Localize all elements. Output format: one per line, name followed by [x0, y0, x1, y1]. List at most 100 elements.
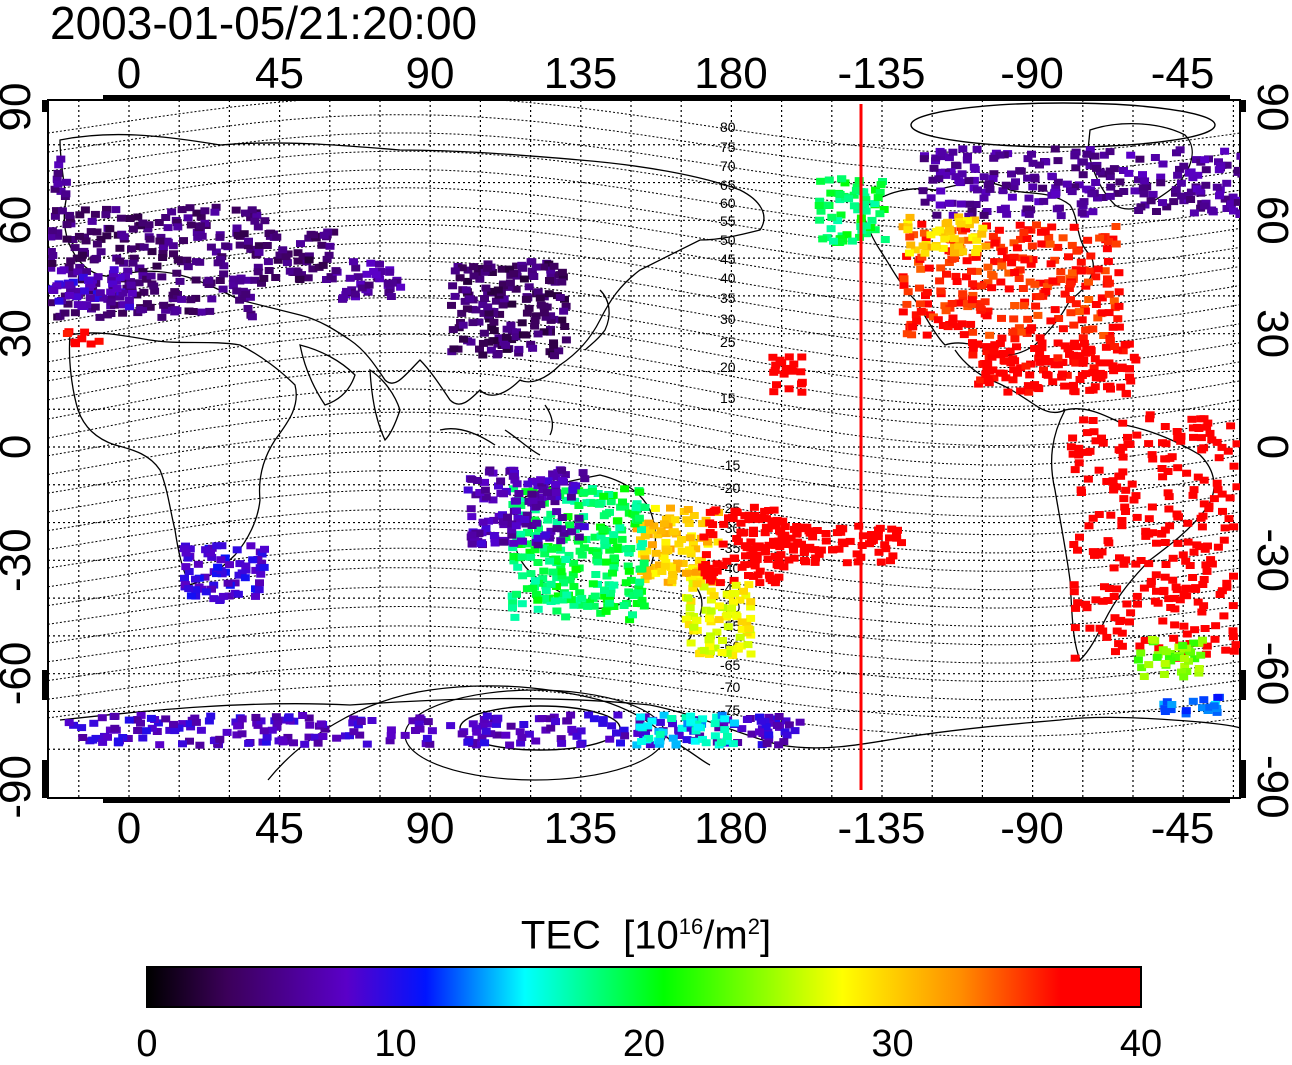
tec-cell — [873, 194, 883, 202]
tec-cell — [533, 605, 543, 613]
tec-cell — [1109, 593, 1119, 600]
tec-cell — [267, 726, 277, 734]
tec-cell — [545, 715, 555, 723]
tec-cell — [861, 196, 871, 204]
tec-cell — [731, 507, 741, 515]
tec-cell — [985, 331, 995, 339]
tec-cell — [455, 274, 465, 282]
tec-cell — [532, 519, 542, 527]
tec-cell — [936, 287, 946, 295]
tec-cell — [1171, 186, 1181, 194]
mlat-contour-label: 70 — [720, 158, 736, 174]
tec-cell — [957, 320, 967, 328]
tec-cell — [521, 520, 531, 528]
tec-cell — [262, 242, 272, 249]
tec-cell — [1069, 341, 1079, 349]
tec-cell — [654, 561, 664, 569]
tec-cell — [1032, 221, 1041, 229]
tec-cell — [779, 370, 789, 378]
tec-cell — [139, 243, 149, 251]
tec-cell — [779, 738, 789, 746]
tec-cell — [995, 340, 1005, 347]
tec-cell — [551, 555, 561, 563]
tec-cell — [1034, 198, 1044, 206]
tec-cell — [990, 258, 1000, 266]
tec-cell — [1124, 169, 1134, 177]
colorbar-unit-prefix: [10 — [623, 913, 679, 958]
tec-cell — [293, 249, 303, 257]
tec-cell — [552, 508, 562, 516]
tec-cell — [1099, 332, 1109, 339]
tec-cell — [1220, 195, 1230, 203]
tec-cell — [1249, 150, 1258, 157]
tec-cell — [1199, 444, 1209, 452]
tec-cell — [1235, 211, 1240, 218]
tec-cell — [84, 276, 93, 284]
tec-cell — [316, 720, 326, 728]
tec-cell — [1010, 302, 1020, 309]
mlat-contour-label: -20 — [720, 480, 740, 496]
tec-cell — [1194, 669, 1204, 677]
tec-cell — [252, 211, 262, 219]
tec-cell — [619, 602, 629, 609]
tec-cell — [744, 581, 754, 589]
tec-cell — [746, 538, 756, 546]
tec-cell — [1109, 486, 1119, 494]
tec-cell — [705, 519, 715, 527]
tec-cell — [102, 205, 111, 213]
tec-cell — [1056, 212, 1066, 220]
tec-cell — [1228, 193, 1238, 201]
tec-cell — [1192, 423, 1202, 431]
tec-cell — [1104, 290, 1114, 298]
tec-cell — [77, 251, 87, 259]
tec-cell — [634, 514, 644, 522]
tec-cell — [937, 149, 947, 157]
border-bar-top — [103, 95, 134, 101]
tec-cell — [898, 308, 908, 316]
tec-cell — [118, 289, 128, 297]
tec-cell — [671, 741, 681, 749]
tec-cell — [771, 522, 781, 530]
tec-cell — [134, 279, 144, 287]
tec-cell — [1222, 179, 1232, 187]
tec-cell — [353, 273, 363, 281]
tec-cell — [810, 558, 820, 566]
tec-cell — [56, 267, 66, 275]
tec-cell — [115, 244, 125, 252]
tec-cell — [1151, 571, 1161, 579]
tec-cell — [1138, 171, 1147, 179]
tec-cell — [1100, 267, 1110, 275]
tec-cell — [541, 313, 551, 321]
tec-cell — [196, 726, 206, 734]
tec-cell — [539, 567, 549, 575]
tec-cell — [716, 739, 726, 747]
tec-cell — [1014, 324, 1024, 332]
tec-cell — [1075, 352, 1085, 360]
tec-cell — [1198, 704, 1207, 712]
tec-cell — [771, 361, 781, 369]
tec-cell — [853, 558, 863, 566]
tec-cell — [706, 632, 715, 640]
tec-cell — [655, 731, 665, 738]
tec-cell — [644, 734, 654, 742]
tec-cell — [193, 233, 203, 241]
tec-cell — [637, 738, 647, 745]
tec-cell — [423, 718, 433, 726]
tec-cell — [575, 589, 585, 597]
y-tick-label-right: -60 — [1248, 642, 1292, 706]
tec-cell — [1050, 306, 1060, 314]
tec-cell — [533, 559, 543, 566]
tec-cell — [646, 526, 655, 534]
tec-cell — [1090, 383, 1100, 391]
tec-cell — [273, 256, 283, 264]
tec-cell — [797, 525, 806, 533]
tec-cell — [980, 298, 990, 306]
tec-cell — [1022, 235, 1032, 242]
x-tick-label-top: 45 — [255, 49, 304, 98]
tec-cell — [1126, 377, 1136, 385]
tec-cell — [1104, 279, 1114, 287]
tec-cell — [1066, 296, 1075, 304]
tec-cell — [944, 225, 954, 233]
tec-cell — [103, 733, 112, 741]
tec-cell — [1104, 359, 1114, 367]
